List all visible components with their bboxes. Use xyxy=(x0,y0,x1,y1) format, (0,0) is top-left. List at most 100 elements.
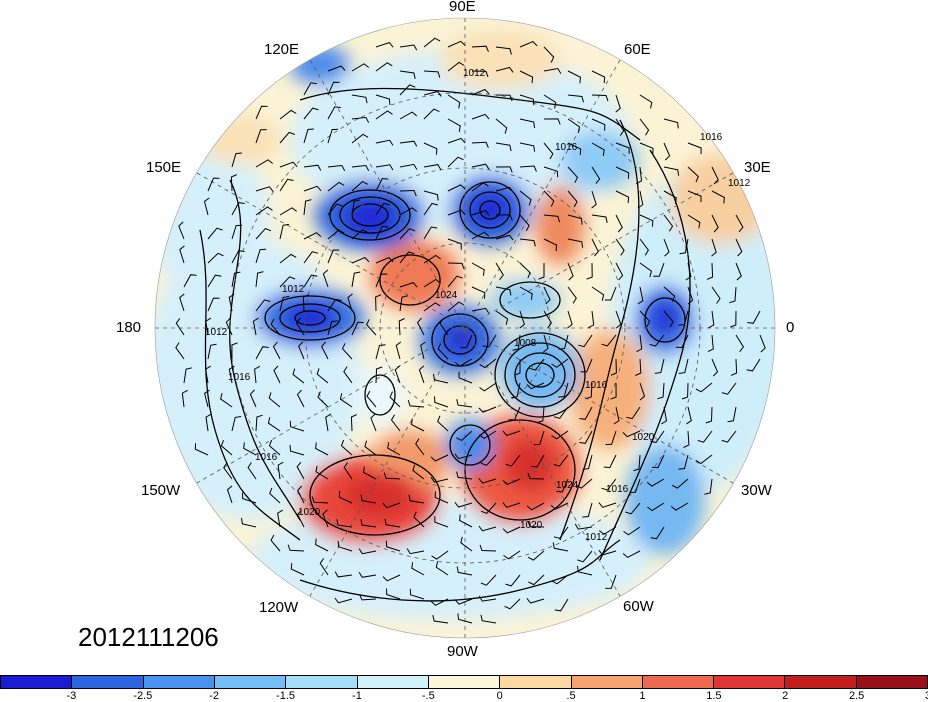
contour-label: 1012 xyxy=(585,532,608,543)
wind-barb xyxy=(423,226,438,240)
wind-barb xyxy=(615,118,625,136)
wind-barb xyxy=(303,199,312,216)
wind-barb xyxy=(447,118,461,132)
wind-barb xyxy=(637,190,644,209)
colorbar-swatch xyxy=(785,676,857,688)
wind-barb xyxy=(637,286,644,305)
wind-barb xyxy=(478,478,497,484)
wind-barb xyxy=(432,614,449,624)
wind-barb xyxy=(298,341,305,360)
wind-barb xyxy=(543,46,555,63)
wind-barb xyxy=(205,317,212,336)
wind-barb xyxy=(231,342,238,360)
wind-barb xyxy=(551,358,569,368)
longitude-label-150e: 150E xyxy=(146,159,182,176)
wind-barb xyxy=(370,413,377,432)
valid-time-label: 2012111206 xyxy=(78,622,219,652)
wind-barb xyxy=(552,542,569,552)
wind-barb xyxy=(603,454,617,469)
wind-barb xyxy=(375,344,386,360)
wind-barb xyxy=(303,128,314,144)
wind-barb xyxy=(277,509,284,528)
wind-barb xyxy=(598,549,617,556)
wind-barb xyxy=(759,334,766,353)
wind-barb xyxy=(505,574,521,587)
wind-barb xyxy=(311,496,329,504)
wind-barb xyxy=(519,214,530,232)
contour-labels: 1012 1012 1016 1012 1016 1016 1016 1012 … xyxy=(205,68,751,543)
longitude-label-120e: 120E xyxy=(264,41,300,58)
wind-barb xyxy=(430,454,449,462)
wind-barb xyxy=(588,310,595,329)
wind-barb xyxy=(447,137,466,144)
wind-barb xyxy=(598,526,617,535)
wind-barb xyxy=(303,164,322,171)
wind-barb xyxy=(339,393,353,408)
wind-barb xyxy=(511,382,521,399)
wind-barb xyxy=(399,111,418,120)
wind-barb xyxy=(649,334,665,347)
wind-barb xyxy=(454,501,473,508)
wind-barb xyxy=(289,445,305,456)
wind-barb xyxy=(639,214,654,227)
wind-barb xyxy=(687,166,699,183)
wind-barb xyxy=(663,142,671,161)
wind-barb xyxy=(334,597,353,604)
wind-barb xyxy=(646,478,665,487)
wind-barb xyxy=(526,502,545,511)
colorbar-tick-label: 1 xyxy=(639,690,646,702)
wind-barb xyxy=(479,544,497,552)
wind-barb xyxy=(431,550,449,560)
wind-barb xyxy=(543,118,561,125)
wind-barb xyxy=(604,286,617,301)
longitude-label-90w: 90W xyxy=(447,643,478,660)
wind-barb xyxy=(502,478,521,486)
wind-barb xyxy=(704,478,713,495)
wind-barb xyxy=(255,105,268,120)
wind-barb xyxy=(536,406,545,424)
wind-barb xyxy=(623,526,641,536)
wind-barb xyxy=(527,550,545,561)
wind-barb xyxy=(319,558,329,576)
wind-barb xyxy=(505,454,521,467)
wind-barb xyxy=(272,341,281,360)
wind-barb xyxy=(297,485,305,504)
wind-barb xyxy=(385,540,401,552)
wind-barb xyxy=(495,118,508,134)
wind-barb xyxy=(241,517,257,528)
wind-barb xyxy=(471,286,486,299)
wind-barb xyxy=(399,140,418,147)
wind-barb xyxy=(327,128,339,144)
wind-barb xyxy=(495,142,512,152)
wind-barb xyxy=(247,462,257,480)
wind-barb xyxy=(735,214,744,233)
wind-barb xyxy=(375,164,394,171)
wind-barb xyxy=(553,454,569,467)
wind-barb xyxy=(639,142,654,155)
wind-barb xyxy=(639,118,650,136)
wind-barb xyxy=(437,343,449,360)
wind-barb xyxy=(255,159,274,168)
wind-barb xyxy=(277,461,284,480)
wind-barb xyxy=(207,274,222,288)
wind-barb xyxy=(417,317,425,336)
colorbar-swatch xyxy=(72,676,144,688)
wind-barb xyxy=(343,462,353,480)
wind-barb xyxy=(359,594,377,601)
wind-barb xyxy=(267,417,281,432)
wind-barb xyxy=(512,334,521,351)
wind-barb xyxy=(591,94,609,102)
anomaly-field xyxy=(155,18,775,638)
contour-label: 1020 xyxy=(632,432,655,443)
wind-barb xyxy=(241,492,257,504)
wind-barb xyxy=(601,478,617,491)
wind-barb xyxy=(279,131,295,144)
wind-barb xyxy=(434,516,449,528)
colorbar-swatch xyxy=(143,676,215,688)
wind-barb xyxy=(175,342,185,360)
wind-barb xyxy=(295,318,305,336)
wind-barb xyxy=(203,197,210,216)
wind-barb xyxy=(478,406,497,413)
wind-barb xyxy=(686,406,692,425)
wind-barb xyxy=(279,253,297,264)
